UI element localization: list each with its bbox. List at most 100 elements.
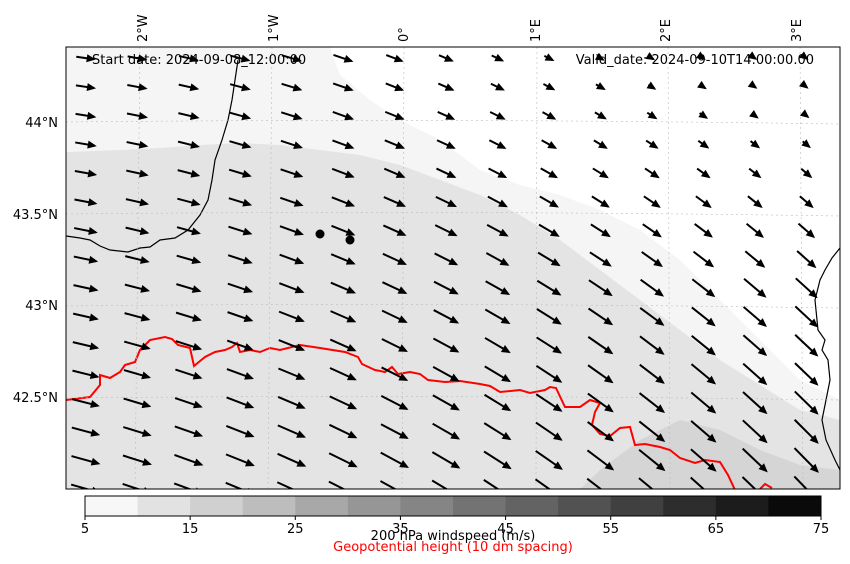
wind-arrow-head — [244, 429, 255, 438]
wind-arrow-head — [552, 345, 563, 354]
wind-arrow-head — [294, 228, 304, 236]
wind-arrow-head — [551, 287, 562, 296]
wind-arrow-head — [809, 376, 819, 386]
wind-arrow-head — [397, 286, 408, 294]
wind-arrow-head — [707, 462, 717, 472]
wind-arrow-head — [296, 430, 306, 438]
wind-arrow-head — [604, 461, 615, 471]
wind-arrow-head — [804, 199, 814, 209]
wind-arrow-head — [399, 460, 410, 468]
wind-arrow-head — [88, 284, 99, 293]
wind-arrow-head — [654, 317, 665, 326]
wind-arrow-head — [90, 457, 101, 466]
wind-arrow-head — [501, 374, 511, 383]
wind-arrow-head — [699, 140, 710, 149]
wind-arrow-head — [757, 347, 768, 357]
wind-arrow-head — [242, 170, 252, 178]
wind-arrow-head — [192, 342, 203, 351]
wind-arrow-head — [242, 256, 253, 265]
wind-arrow-head — [343, 83, 354, 92]
windspeed-band-20-25 — [580, 420, 840, 489]
wind-arrow-head — [444, 83, 455, 91]
wind-arrow-head — [697, 80, 707, 90]
wind-arrow-head — [809, 463, 819, 473]
wind-arrow-head — [139, 169, 149, 178]
colorbar-tick-label: 35 — [392, 522, 409, 537]
wind-arrow-head — [755, 258, 766, 268]
wind-arrow-head — [450, 460, 461, 469]
contour-legend-label: Geopotential height (10 dm spacing) — [333, 540, 573, 555]
wind-arrow-head — [296, 459, 307, 467]
colorbar-segment — [558, 496, 612, 516]
wind-arrow-head — [191, 285, 202, 293]
wind-arrow-head — [393, 54, 404, 63]
location-marker — [345, 235, 355, 245]
wind-arrow-head — [191, 256, 202, 265]
wind-arrow-head — [141, 400, 152, 409]
wind-arrow-head — [244, 401, 255, 409]
lon-label: 1°E — [529, 19, 544, 42]
wind-arrow-head — [447, 199, 457, 208]
wind-arrow-head — [394, 83, 405, 92]
wind-arrow-head — [552, 403, 563, 412]
colorbar-segment — [505, 496, 559, 516]
wind-arrow-head — [754, 229, 764, 238]
wind-arrow-head — [603, 287, 613, 297]
wind-arrow-head — [446, 170, 457, 178]
wind-arrow-head — [293, 199, 304, 207]
wind-arrow-head — [87, 198, 98, 207]
wind-arrow-head — [553, 432, 563, 441]
wind-arrow-head — [89, 342, 100, 351]
wind-arrow-head — [92, 486, 96, 489]
colorbar-tick-label: 25 — [287, 522, 304, 537]
lat-label: 43°N — [25, 299, 58, 314]
wind-arrow-head — [806, 259, 817, 269]
colorbar-frame — [84, 495, 822, 517]
wind-arrow-head — [448, 257, 459, 266]
wind-arrow-head — [292, 54, 303, 63]
wind-arrow-head — [192, 400, 203, 409]
geopotential-height-contour-2 — [759, 482, 773, 489]
wind-arrow-head — [398, 344, 408, 352]
wind-arrow-head — [189, 54, 199, 63]
wind-arrow-head — [544, 53, 555, 62]
wind-arrow-head — [655, 433, 666, 443]
wind-arrow-head — [648, 140, 659, 149]
wind-arrow-head — [139, 227, 150, 236]
wind-arrow-head — [749, 109, 759, 119]
wind-arrow-head — [549, 228, 560, 237]
wind-arrow-head — [500, 345, 511, 354]
windspeed-band-5-10 — [330, 47, 840, 400]
colorbar-segment — [242, 496, 296, 516]
wind-arrow-head — [706, 346, 716, 356]
wind-arrow-head — [193, 429, 204, 438]
wind-arrow-head — [655, 462, 666, 472]
wind-arrow-head — [243, 285, 254, 294]
wind-arrow-head — [747, 80, 758, 89]
wind-arrow-head — [86, 111, 97, 120]
colorbar — [85, 496, 822, 516]
wind-arrow-head — [448, 286, 459, 295]
lat-label: 44°N — [25, 116, 58, 131]
wind-arrow-head — [649, 169, 660, 179]
wind-arrow-head — [346, 343, 357, 352]
wind-arrow-head — [758, 405, 768, 415]
wind-arrow-head — [645, 52, 656, 61]
wind-arrow-head — [398, 373, 409, 381]
wind-arrow-head — [343, 55, 354, 63]
wind-arrow-head — [243, 314, 254, 322]
colorbar-segment — [663, 496, 717, 516]
wind-arrow-head — [347, 430, 358, 439]
wind-arrow-head — [396, 199, 407, 207]
wind-arrow-head — [601, 228, 611, 238]
wind-arrow-head — [552, 374, 563, 383]
wind-arrow-head — [647, 110, 658, 120]
wind-arrow-head — [497, 170, 508, 179]
colorbar-segment — [768, 496, 822, 516]
colorbar-label: 200 hPa windspeed (m/s) — [371, 529, 536, 544]
lon-label: 0° — [397, 27, 412, 42]
wind-arrow-head — [141, 371, 151, 380]
colorbar-tick-label: 45 — [497, 522, 514, 537]
wind-arrow-head — [549, 199, 559, 208]
wind-arrow-head — [344, 170, 355, 178]
